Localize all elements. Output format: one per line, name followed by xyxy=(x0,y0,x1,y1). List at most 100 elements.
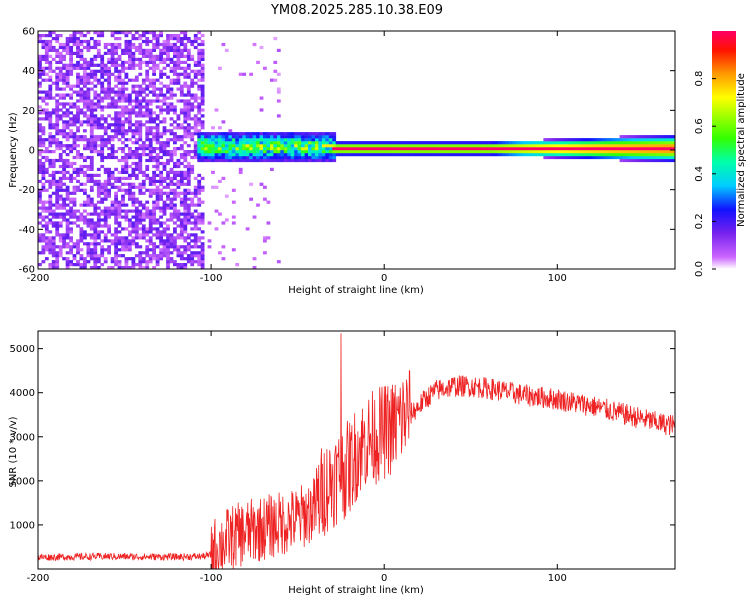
heatmap-cell xyxy=(107,155,111,160)
heatmap-cell xyxy=(159,42,163,47)
heatmap-cell xyxy=(58,221,63,225)
heatmap-cell xyxy=(148,155,153,160)
heatmap-cell xyxy=(55,212,60,216)
heatmap-cell xyxy=(211,158,215,163)
snr-plot-area xyxy=(38,331,675,569)
heatmap-cell xyxy=(166,248,170,252)
heatmap-cell xyxy=(55,129,60,133)
heatmap-cell xyxy=(138,102,143,106)
heatmap-cell xyxy=(173,60,177,64)
heatmap-cell xyxy=(173,236,177,240)
heatmap-cell xyxy=(169,96,174,100)
heatmap-cell xyxy=(190,108,195,112)
heatmap-cell xyxy=(93,108,98,112)
heatmap-cell xyxy=(287,141,292,145)
heatmap-cell xyxy=(231,138,236,142)
heatmap-cell xyxy=(193,236,198,240)
heatmap-cell xyxy=(138,37,143,41)
heatmap-cell xyxy=(41,117,46,121)
heatmap-cell xyxy=(152,251,156,255)
heatmap-cell xyxy=(44,45,49,50)
heatmap-cell xyxy=(186,129,191,133)
heatmap-cell xyxy=(179,111,184,115)
heatmap-cell xyxy=(488,150,492,154)
heatmap-cell xyxy=(145,93,150,97)
heatmap-cell xyxy=(186,170,191,174)
heatmap-cell xyxy=(110,96,115,100)
heatmap-cell xyxy=(259,144,264,148)
heatmap-cell xyxy=(325,158,330,163)
heatmap-cell xyxy=(567,153,572,157)
heatmap-cell xyxy=(169,69,174,73)
heatmap-cell xyxy=(453,153,458,157)
heatmap-cell xyxy=(62,206,66,210)
heatmap-cell xyxy=(505,153,510,157)
heatmap-cell xyxy=(128,185,132,189)
heatmap-cell xyxy=(152,72,156,76)
heatmap-cell xyxy=(69,230,73,234)
heatmap-cell xyxy=(266,153,271,157)
heatmap-cell xyxy=(72,51,77,55)
heatmap-cell xyxy=(266,144,271,148)
heatmap-cell xyxy=(470,147,475,151)
heatmap-cell xyxy=(121,78,125,82)
heatmap-cell xyxy=(83,135,87,139)
heatmap-cell xyxy=(145,200,150,204)
heatmap-cell xyxy=(89,221,94,225)
heatmap-cell xyxy=(173,188,177,192)
heatmap-cell xyxy=(578,150,582,154)
heatmap-cell xyxy=(62,111,66,115)
heatmap-cell xyxy=(41,173,46,177)
heatmap-cell xyxy=(211,135,215,139)
heatmap-cell xyxy=(370,150,375,154)
heatmap-cell xyxy=(197,102,202,106)
heatmap-cell xyxy=(117,57,122,61)
heatmap-cell xyxy=(173,108,177,112)
heatmap-cell xyxy=(38,179,42,183)
heatmap-cell xyxy=(65,185,70,189)
heatmap-cell xyxy=(48,200,53,204)
heatmap-cell xyxy=(107,93,111,97)
heatmap-cell xyxy=(668,141,672,145)
heatmap-cell xyxy=(224,141,229,145)
heatmap-cell xyxy=(79,263,84,267)
heatmap-cell xyxy=(89,123,94,127)
heatmap-cell xyxy=(48,209,53,213)
heatmap-cell xyxy=(89,266,94,270)
heatmap-cell xyxy=(166,251,170,255)
heatmap-cell xyxy=(159,233,163,237)
heatmap-cell xyxy=(62,54,66,58)
heatmap-cell xyxy=(44,93,49,97)
heatmap-cell xyxy=(290,132,295,136)
heatmap-cell xyxy=(242,144,247,148)
heatmap-cell xyxy=(463,141,468,145)
heatmap-cell xyxy=(89,218,94,222)
heatmap-cell xyxy=(370,144,375,148)
heatmap-cell xyxy=(89,72,94,76)
heatmap-cell xyxy=(76,170,80,174)
heatmap-cell xyxy=(69,129,73,133)
heatmap-cell xyxy=(86,218,91,222)
heatmap-cell xyxy=(657,138,662,142)
heatmap-cell xyxy=(200,158,205,163)
heatmap-cell xyxy=(51,108,56,112)
heatmap-cell xyxy=(190,84,195,88)
heatmap-cell xyxy=(301,141,305,145)
heatmap-cell xyxy=(148,84,153,88)
heatmap-cell xyxy=(183,212,188,216)
heatmap-cell xyxy=(411,147,416,151)
heatmap-cell xyxy=(169,108,174,112)
heatmap-cell xyxy=(148,236,153,240)
heatmap-cell xyxy=(173,203,177,207)
heatmap-cell xyxy=(110,42,115,47)
heatmap-cell xyxy=(179,42,184,47)
heatmap-cell xyxy=(44,236,49,240)
heatmap-cell xyxy=(193,45,198,50)
heatmap-cell xyxy=(69,227,73,231)
heatmap-cell xyxy=(55,251,60,255)
heatmap-cell xyxy=(131,224,136,228)
heatmap-cell xyxy=(55,102,60,106)
heatmap-cell xyxy=(176,81,181,85)
heatmap-cell xyxy=(145,37,150,41)
heatmap-cell xyxy=(76,135,80,139)
